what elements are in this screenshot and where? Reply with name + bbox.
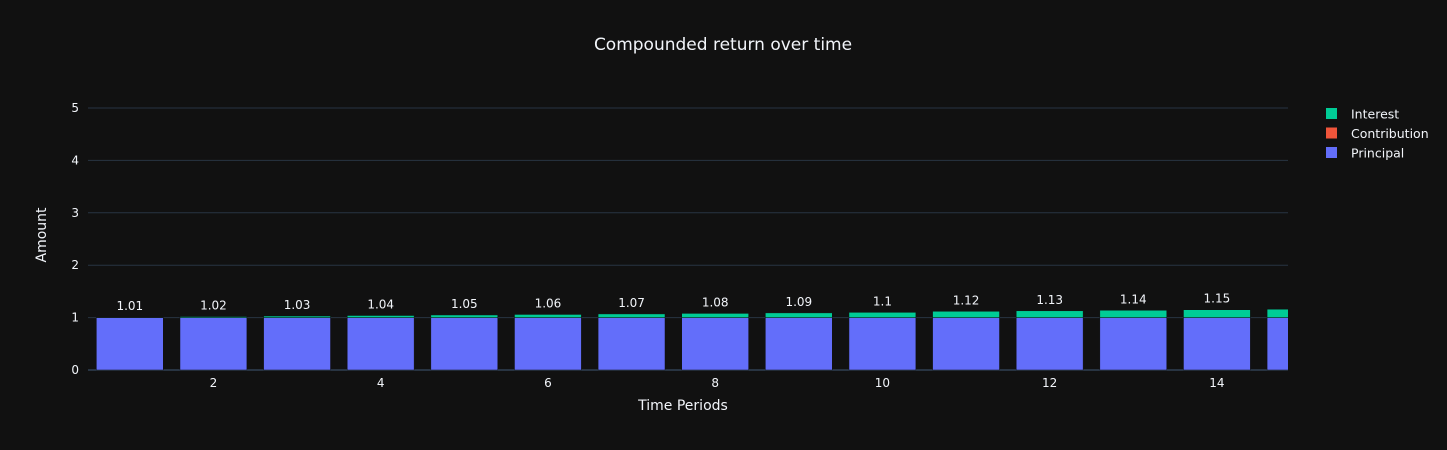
y-axis-title: Amount <box>34 207 50 263</box>
x-tick-label: 4 <box>377 376 385 390</box>
bar-total-labels: 1.01 1.02 1.03 1.04 1.05 1.06 1.07 1.08 1.09 1.1 1… <box>116 291 1314 313</box>
bar-principal[interactable] <box>430 317 499 371</box>
bar-interest[interactable] <box>346 315 415 318</box>
bar-total-label: 1.01 <box>116 299 143 313</box>
legend-swatch <box>1326 127 1337 139</box>
bar-principal[interactable] <box>848 317 917 371</box>
bar-principal[interactable] <box>96 317 164 371</box>
bar-total-label: 1.05 <box>451 297 478 311</box>
y-tick-label: 5 <box>71 101 79 115</box>
bar-principal[interactable] <box>263 317 331 371</box>
x-tick-label: 14 <box>1209 376 1224 390</box>
bar-interest[interactable] <box>263 315 331 318</box>
bar-principal[interactable] <box>1015 317 1084 371</box>
y-tick-label: 4 <box>71 153 79 167</box>
x-tick-label: 10 <box>875 376 890 390</box>
bar-total-label: 1.04 <box>367 298 394 312</box>
bar-interest[interactable] <box>681 313 749 318</box>
bar-principal[interactable] <box>179 317 248 371</box>
legend-swatch <box>1326 108 1337 119</box>
bar-interest[interactable] <box>1099 310 1167 318</box>
y-axis-ticks: 0 1 2 3 4 5 <box>71 101 79 377</box>
bar-total-label: 1.12 <box>953 293 980 307</box>
bar-total-label: 1.02 <box>200 299 227 313</box>
bar-interest[interactable] <box>932 311 1000 318</box>
bar-interest[interactable] <box>179 316 248 318</box>
legend-item-contribution[interactable]: Contribution <box>1326 126 1429 141</box>
y-tick-label: 2 <box>71 258 79 272</box>
bar-interest[interactable] <box>514 314 582 318</box>
bar-principal[interactable] <box>346 317 415 371</box>
legend-swatch <box>1326 147 1337 158</box>
bar-principal[interactable] <box>1183 317 1251 371</box>
bar-principal[interactable] <box>514 317 582 371</box>
bar-principal[interactable] <box>597 317 666 371</box>
bar-principal[interactable] <box>1099 317 1167 371</box>
bar-total-label: 1.13 <box>1036 293 1063 307</box>
x-axis-title: Time Periods <box>637 398 728 414</box>
bar-principal[interactable] <box>1266 317 1334 371</box>
bar-principal[interactable] <box>765 317 833 371</box>
chart-title: Compounded return over time <box>594 35 852 55</box>
bar-interest[interactable] <box>597 313 666 318</box>
legend-item-principal[interactable]: Principal <box>1326 146 1404 161</box>
legend[interactable]: Interest Contribution Principal <box>1326 107 1429 161</box>
bar-interest[interactable] <box>96 316 164 318</box>
bar-interest[interactable] <box>1266 308 1334 318</box>
y-tick-label: 1 <box>71 311 79 325</box>
bar-principal[interactable] <box>932 317 1000 371</box>
x-tick-label: 8 <box>711 376 719 390</box>
legend-label: Contribution <box>1351 126 1429 141</box>
bar-total-label: 1.14 <box>1120 292 1147 306</box>
x-axis-ticks: 2 4 6 8 10 12 14 <box>210 376 1225 390</box>
bar-total-label: 1.08 <box>702 295 729 309</box>
bar-interest[interactable] <box>1015 310 1084 318</box>
bar-total-label: 1.06 <box>535 296 562 310</box>
legend-label: Principal <box>1351 146 1404 161</box>
x-tick-label: 12 <box>1042 376 1057 390</box>
bar-principal[interactable] <box>681 317 749 371</box>
bar-total-label: 1.16 <box>1287 291 1314 305</box>
y-tick-label: 0 <box>71 363 79 377</box>
x-tick-label: 6 <box>544 376 552 390</box>
bar-total-label: 1.03 <box>284 298 311 312</box>
bar-interest[interactable] <box>848 312 917 318</box>
legend-label: Interest <box>1351 107 1399 122</box>
bar-total-label: 1.09 <box>785 295 812 309</box>
bars <box>96 308 1334 371</box>
bar-interest[interactable] <box>765 312 833 318</box>
x-tick-label: 2 <box>210 376 218 390</box>
y-tick-label: 3 <box>71 206 79 220</box>
bar-total-label: 1.15 <box>1204 292 1231 306</box>
bar-total-label: 1.1 <box>873 294 892 308</box>
bar-interest[interactable] <box>1183 309 1251 318</box>
bar-interest[interactable] <box>430 314 499 318</box>
legend-item-interest[interactable]: Interest <box>1326 107 1399 122</box>
bar-total-label: 1.07 <box>618 296 645 310</box>
